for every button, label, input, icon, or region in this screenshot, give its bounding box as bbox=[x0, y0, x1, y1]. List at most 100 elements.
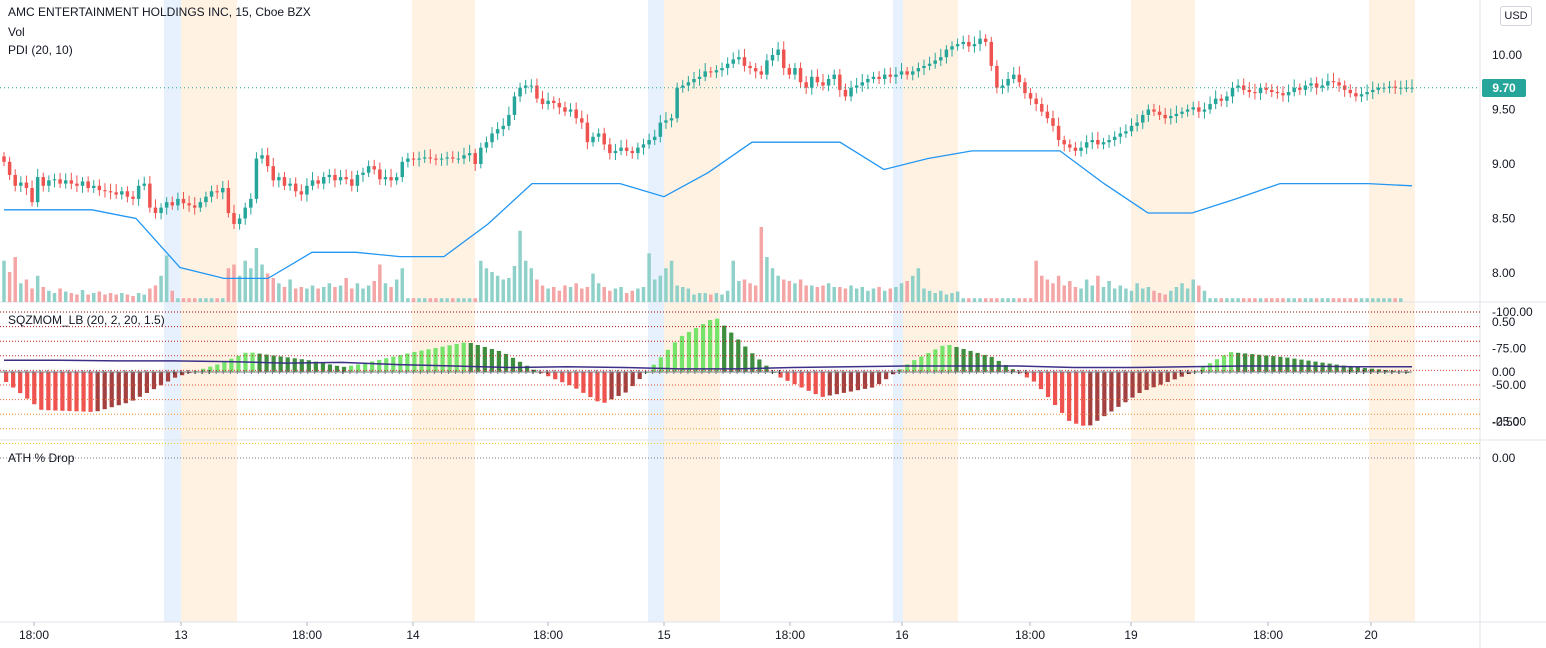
candle-body bbox=[529, 85, 534, 87]
volume-bar bbox=[372, 281, 376, 302]
candle-body bbox=[198, 202, 203, 208]
candle-body bbox=[226, 187, 231, 214]
momentum-bar bbox=[130, 372, 135, 401]
candle-body bbox=[1040, 104, 1044, 112]
candle-body bbox=[1051, 118, 1055, 126]
candle-body bbox=[770, 55, 775, 61]
momentum-bar bbox=[546, 372, 551, 377]
candle-body bbox=[703, 71, 707, 77]
time-tick-label: 16 bbox=[895, 628, 909, 642]
symbol-title: AMC ENTERTAINMENT HOLDINGS INC, 15, Cboe… bbox=[8, 5, 311, 19]
momentum-bar bbox=[11, 372, 16, 388]
volume-bar bbox=[636, 288, 640, 302]
volume-bar bbox=[1264, 298, 1268, 302]
momentum-bar bbox=[1334, 364, 1339, 372]
momentum-bar bbox=[151, 372, 157, 390]
candle-body bbox=[647, 140, 651, 145]
volume-bar bbox=[406, 298, 410, 302]
candle-body bbox=[978, 38, 982, 45]
candle-body bbox=[950, 46, 954, 50]
candle-body bbox=[585, 122, 590, 143]
momentum-bar bbox=[503, 353, 509, 372]
candle-body bbox=[451, 157, 455, 159]
candle-body bbox=[1376, 87, 1381, 90]
candle-body bbox=[114, 192, 118, 195]
candle-body bbox=[664, 120, 668, 123]
candle-body bbox=[798, 68, 803, 83]
candle-body bbox=[1275, 92, 1280, 94]
volume-bar bbox=[1163, 294, 1167, 302]
candle-body bbox=[310, 180, 315, 186]
momentum-bar bbox=[60, 372, 65, 411]
time-tick-label: 18:00 bbox=[775, 628, 805, 642]
candle-body bbox=[484, 142, 489, 148]
volume-bar bbox=[535, 279, 539, 302]
price-tick-label: 9.00 bbox=[1492, 157, 1516, 171]
candle-body bbox=[1247, 89, 1252, 93]
candle-body bbox=[288, 183, 292, 186]
volume-bar bbox=[13, 257, 17, 302]
momentum-bar bbox=[553, 372, 558, 380]
volume-bar bbox=[1023, 298, 1027, 302]
momentum-bar bbox=[799, 372, 804, 388]
candle-body bbox=[282, 177, 287, 186]
candle-body bbox=[911, 71, 915, 75]
volume-bar bbox=[1281, 298, 1285, 302]
candle-body bbox=[849, 87, 853, 97]
candle-body bbox=[1141, 114, 1145, 123]
volume-bar bbox=[585, 287, 590, 302]
candle-body bbox=[265, 155, 270, 167]
volume-bar bbox=[1258, 298, 1263, 302]
volume-bar bbox=[97, 291, 102, 302]
volume-bar bbox=[961, 298, 965, 302]
time-tick-label: 18:00 bbox=[292, 628, 322, 642]
candle-body bbox=[422, 157, 427, 159]
momentum-bar bbox=[116, 372, 121, 406]
candle-body bbox=[624, 147, 629, 151]
volume-bar bbox=[529, 268, 534, 302]
volume-bar bbox=[652, 279, 657, 302]
candle-body bbox=[989, 41, 994, 66]
momentum-bar bbox=[869, 372, 875, 388]
candle-body bbox=[495, 129, 500, 134]
volume-bar bbox=[1253, 298, 1257, 302]
candle-body bbox=[972, 44, 977, 47]
volume-bar bbox=[804, 285, 808, 302]
momentum-bar bbox=[1158, 372, 1163, 385]
candle-body bbox=[192, 205, 197, 208]
volume-bar bbox=[501, 279, 505, 302]
momentum-bar bbox=[215, 364, 220, 372]
momentum-bar bbox=[539, 372, 544, 374]
candle-body bbox=[400, 161, 405, 178]
volume-bar bbox=[1191, 279, 1195, 302]
candle-body bbox=[333, 174, 337, 181]
volume-bar bbox=[821, 285, 825, 302]
candle-body bbox=[1320, 85, 1324, 88]
candle-body bbox=[35, 177, 40, 203]
price-tick-label: 8.00 bbox=[1492, 266, 1516, 280]
momentum-bar bbox=[405, 353, 410, 372]
price-tick-label: 9.50 bbox=[1492, 103, 1516, 117]
candle-body bbox=[697, 76, 702, 79]
candle-body bbox=[860, 82, 865, 86]
volume-bar bbox=[265, 273, 270, 302]
volume-bar bbox=[490, 272, 494, 302]
volume-bar bbox=[1118, 285, 1123, 302]
momentum-bar bbox=[292, 358, 297, 372]
volume-bar bbox=[1270, 298, 1274, 302]
volume-bar bbox=[1331, 298, 1336, 302]
volume-bar bbox=[1062, 285, 1066, 302]
volume-bar bbox=[770, 268, 775, 302]
candle-body bbox=[1000, 85, 1005, 88]
volume-bar bbox=[47, 290, 51, 302]
momentum-bar bbox=[700, 323, 706, 372]
candle-body bbox=[467, 153, 472, 156]
candle-body bbox=[1230, 87, 1235, 97]
momentum-bar bbox=[982, 354, 987, 372]
volume-bar bbox=[293, 288, 298, 302]
currency-button[interactable]: USD bbox=[1500, 6, 1532, 26]
volume-bar bbox=[108, 293, 113, 302]
candle-body bbox=[277, 177, 281, 181]
momentum-bar bbox=[1003, 365, 1008, 372]
